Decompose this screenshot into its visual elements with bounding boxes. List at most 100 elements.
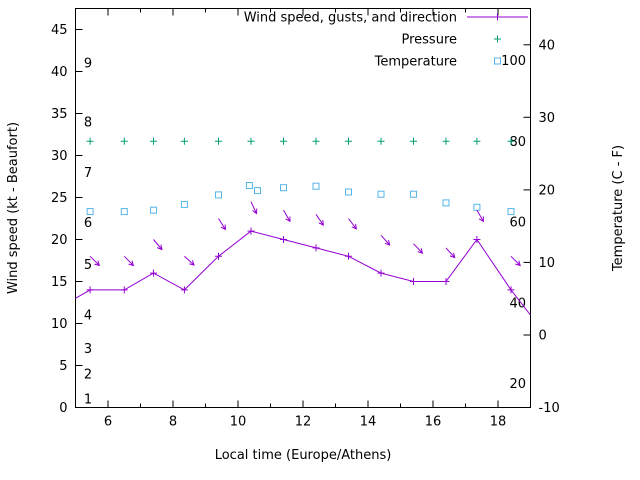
- y2-axis-title: Temperature (C - F): [611, 145, 626, 272]
- plus-marker: [120, 286, 128, 294]
- wind-direction-arrow: [218, 218, 226, 231]
- x-tick-label: 6: [104, 415, 112, 430]
- legend-label-temperature: Temperature: [374, 55, 457, 70]
- wind-direction-arrow: [123, 255, 135, 267]
- square-marker: [312, 182, 320, 190]
- fahrenheit-label: 60: [509, 215, 526, 230]
- y-tick-label: 35: [51, 107, 68, 122]
- y-tick-label: 40: [51, 65, 68, 80]
- x-tick-label: 16: [425, 415, 442, 430]
- legend: Wind speed, gusts, and direction Pressur…: [244, 11, 528, 70]
- plus-marker: [215, 252, 222, 260]
- beaufort-label: 3: [84, 342, 92, 357]
- y-tick-label: 5: [59, 359, 67, 374]
- square-marker: [507, 208, 515, 216]
- wind-direction-arrow: [510, 255, 521, 267]
- plus-marker: [494, 13, 501, 21]
- x-tick-label: 8: [169, 415, 177, 430]
- y-tick-label: 15: [51, 275, 68, 290]
- plus-marker: [507, 137, 515, 145]
- wind-direction-arrow: [315, 214, 324, 226]
- plus-marker: [473, 236, 481, 243]
- plus-marker: [312, 137, 320, 145]
- y-tick-label: 25: [51, 191, 68, 206]
- plus-marker: [180, 137, 188, 145]
- square-marker: [180, 200, 188, 208]
- y2-tick-label: 10: [539, 256, 556, 271]
- beaufort-label: 2: [84, 367, 92, 382]
- square-marker: [120, 208, 128, 216]
- wind-direction-arrow: [476, 209, 484, 223]
- beaufort-label: 4: [84, 309, 92, 324]
- square-marker: [410, 190, 417, 198]
- plus-marker: [150, 137, 157, 145]
- y-tick-label: 10: [51, 317, 68, 332]
- square-marker: [86, 208, 94, 216]
- y2-tick-label: 30: [539, 111, 556, 126]
- plus-marker: [377, 137, 385, 145]
- plus-marker: [180, 286, 188, 294]
- plus-marker: [377, 269, 385, 277]
- wind-direction-arrow: [348, 218, 357, 230]
- square-marker: [345, 188, 352, 196]
- plus-marker: [442, 278, 450, 285]
- fahrenheit-label: 80: [509, 135, 526, 150]
- plus-marker: [280, 236, 287, 243]
- x-tick-label: 10: [230, 415, 247, 430]
- x-tick-label: 12: [295, 415, 312, 430]
- wind-direction-arrow: [413, 243, 424, 254]
- square-marker: [254, 187, 261, 195]
- square-marker: [494, 57, 501, 65]
- y2-tick-label: -10: [539, 401, 560, 416]
- x-tick-label: 14: [360, 415, 377, 430]
- x-tick-label: 18: [490, 415, 507, 430]
- fahrenheit-label: 20: [509, 377, 526, 392]
- plus-marker: [410, 137, 417, 145]
- plus-marker: [494, 35, 501, 43]
- legend-sample-markers: [467, 13, 528, 65]
- fahrenheit-scale-labels: 20 40 60 80 100: [501, 54, 526, 392]
- axis-ticks: 6 8 10 12 14 16 18051015202530354045-100102030…: [51, 8, 560, 430]
- square-marker: [473, 203, 481, 211]
- plus-marker: [247, 137, 255, 145]
- plus-marker: [410, 278, 417, 285]
- fahrenheit-label: 100: [501, 54, 526, 69]
- y-tick-label: 0: [59, 401, 67, 416]
- plus-marker: [86, 137, 94, 145]
- plus-marker: [247, 227, 255, 235]
- wind-direction-arrow: [250, 201, 258, 215]
- beaufort-label: 7: [84, 166, 92, 181]
- wind-speed-series: [75, 227, 531, 316]
- plus-marker: [473, 137, 481, 145]
- plot-border: [75, 8, 531, 408]
- plus-marker: [86, 286, 94, 294]
- wind-direction-arrow: [445, 247, 456, 259]
- wind-direction-arrow: [184, 255, 195, 266]
- beaufort-label: 1: [84, 393, 92, 408]
- y2-tick-label: 40: [539, 38, 556, 53]
- y2-tick-label: 0: [539, 329, 547, 344]
- pressure-series: [86, 137, 515, 145]
- legend-label-wind: Wind speed, gusts, and direction: [244, 11, 457, 26]
- y-tick-label: 20: [51, 233, 68, 248]
- beaufort-label: 6: [84, 216, 92, 231]
- y2-tick-label: 20: [539, 183, 556, 198]
- gust-direction-arrows: [89, 201, 521, 267]
- y-tick-label: 30: [51, 149, 68, 164]
- beaufort-label: 5: [84, 258, 92, 273]
- plus-marker: [345, 252, 352, 260]
- plus-marker: [150, 269, 157, 277]
- plus-marker: [507, 286, 515, 294]
- square-marker: [377, 190, 385, 198]
- square-marker: [280, 184, 287, 192]
- wind-direction-arrow: [380, 234, 391, 246]
- plus-marker: [215, 137, 222, 145]
- square-marker: [245, 182, 253, 189]
- wind-direction-arrow: [153, 239, 163, 251]
- beaufort-label: 9: [84, 57, 92, 72]
- fahrenheit-label: 40: [509, 297, 526, 312]
- legend-label-pressure: Pressure: [401, 33, 457, 48]
- wind-speed-line: [75, 230, 531, 316]
